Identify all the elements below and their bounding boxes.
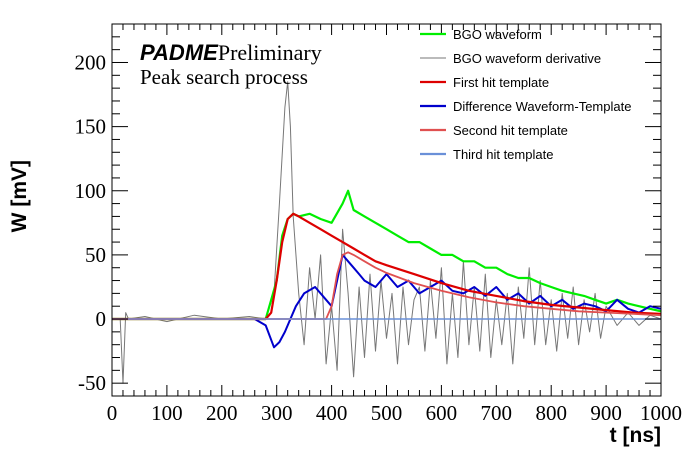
x-tick-label: 100 bbox=[151, 401, 183, 425]
y-tick-label: 0 bbox=[96, 307, 107, 331]
preliminary-label: Preliminary bbox=[218, 40, 322, 65]
legend-label: BGO waveform bbox=[453, 27, 542, 42]
legend-label: BGO waveform derivative bbox=[453, 51, 601, 66]
subtitle-label: Peak search process bbox=[140, 65, 308, 89]
axes-layer: 0 100 200 300 400 500 600 700 800 900 1000-5005010… bbox=[75, 23, 682, 425]
y-axis-label: W [mV] bbox=[8, 160, 31, 232]
x-tick-label: 800 bbox=[535, 401, 567, 425]
legend-label: First hit template bbox=[453, 75, 549, 90]
x-tick-label: 300 bbox=[261, 401, 293, 425]
y-tick-label: 150 bbox=[75, 115, 107, 139]
series-line-1 bbox=[112, 81, 661, 384]
legend-label: Second hit template bbox=[453, 123, 568, 138]
x-tick-label: 400 bbox=[316, 401, 348, 425]
x-tick-label: 900 bbox=[590, 401, 622, 425]
x-tick-label: 200 bbox=[206, 401, 238, 425]
y-tick-label: 200 bbox=[75, 50, 107, 74]
x-tick-label: 500 bbox=[371, 401, 403, 425]
legend-label: Difference Waveform-Template bbox=[453, 99, 631, 114]
x-tick-label: 600 bbox=[426, 401, 458, 425]
x-axis-label: t [ns] bbox=[610, 424, 661, 447]
y-tick-label: 50 bbox=[85, 243, 106, 267]
chart-annotation: PADMEPreliminary bbox=[140, 40, 322, 65]
series-layer bbox=[112, 81, 661, 384]
legend: BGO waveform BGO waveform derivative First… bbox=[420, 27, 631, 162]
brand-label: PADME bbox=[140, 40, 219, 65]
y-tick-label: 100 bbox=[75, 179, 107, 203]
legend-label: Third hit template bbox=[453, 147, 553, 162]
x-tick-label: 700 bbox=[481, 401, 513, 425]
series-line-2 bbox=[112, 212, 661, 321]
y-tick-label: -50 bbox=[78, 371, 106, 395]
x-tick-label: 1000 bbox=[640, 401, 682, 425]
x-tick-label: 0 bbox=[107, 401, 118, 425]
series-line-4 bbox=[112, 251, 661, 320]
